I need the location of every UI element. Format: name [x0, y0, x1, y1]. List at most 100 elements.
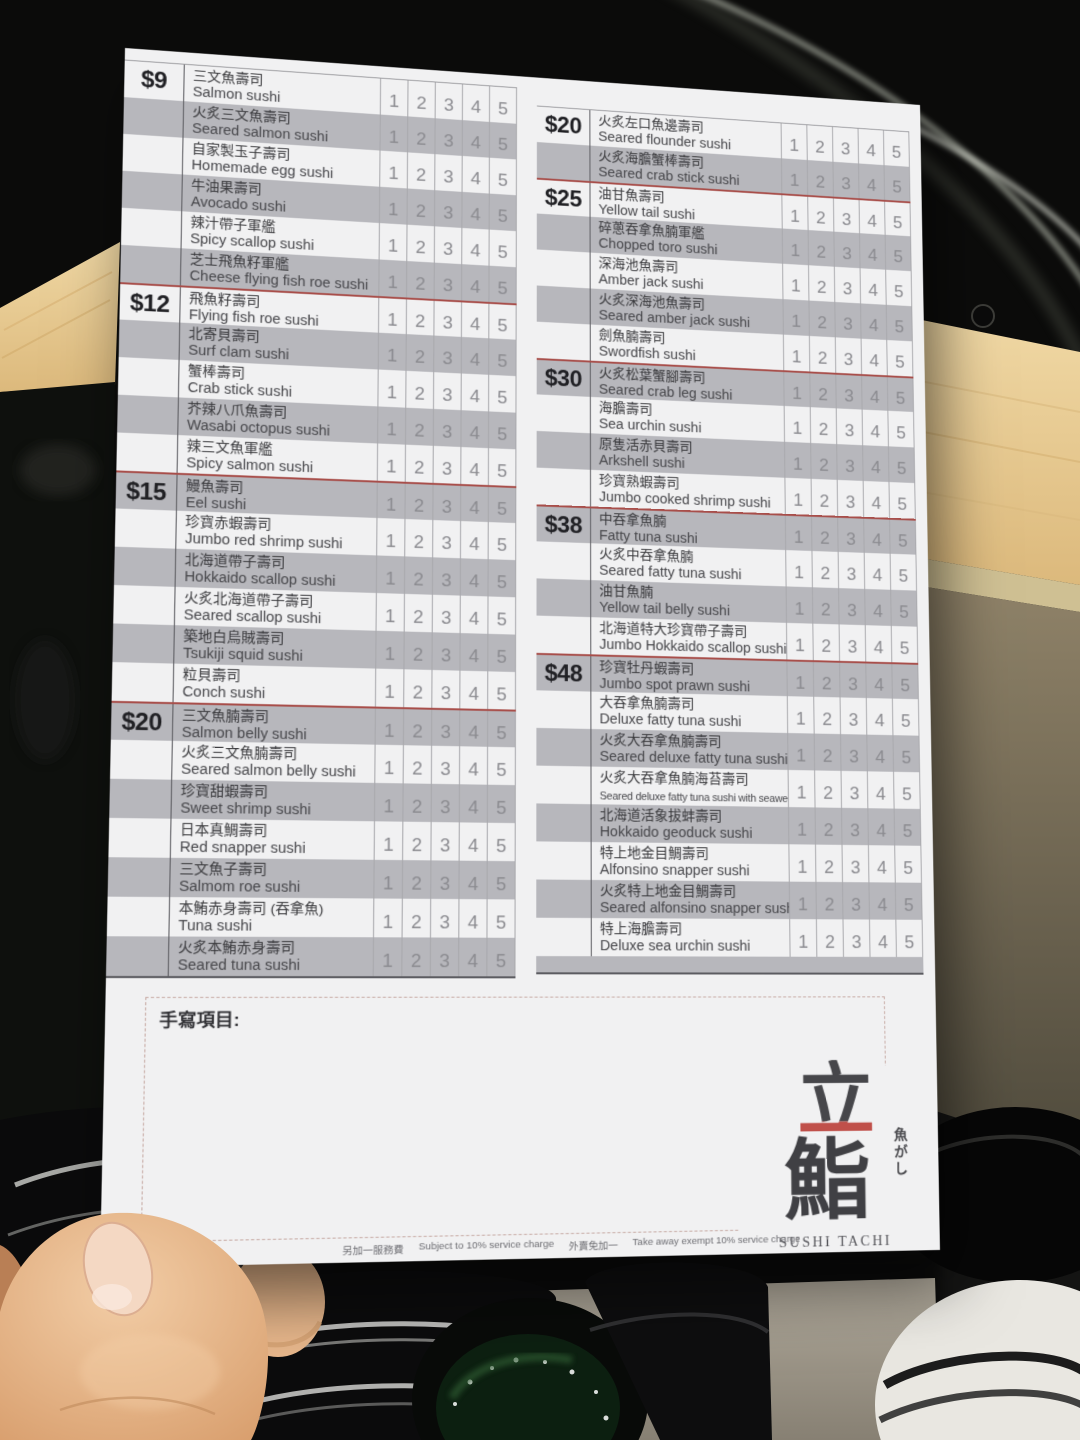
menu-item-row: 特上地金目鯛壽司 Alfonsino snapper sushi 1 2 3 4 5	[536, 841, 922, 883]
item-names: 珍寶熟蝦壽司 Jumbo cooked shrimp sushi	[589, 469, 785, 514]
price-label: $20	[544, 111, 582, 139]
quantity-option-4: 4	[460, 302, 489, 339]
quantity-option-3: 3	[840, 734, 867, 772]
item-name-chinese: 三文魚子壽司	[179, 860, 268, 878]
item-names: 本鮪赤身壽司 (吞拿魚) Tuna sushi	[168, 897, 374, 938]
quantity-option-5: 5	[487, 559, 516, 598]
item-names: 火炙三文魚腩壽司 Seared salmon belly sushi	[171, 740, 375, 783]
quantity-option-1: 1	[375, 630, 404, 670]
item-name-english: Seared deluxe fatty tuna sushi	[599, 747, 788, 768]
quantity-option-1: 1	[376, 517, 405, 557]
price-label: $12	[129, 289, 170, 318]
item-name-chinese: 本鮪赤身壽司 (吞拿魚)	[178, 900, 324, 917]
quantity-option-2: 2	[404, 444, 433, 483]
menu-item-row: 火炙大吞拿魚腩海苔壽司 Seared deluxe fatty tuna sush…	[536, 765, 921, 809]
glass-panel-left	[0, 382, 115, 1172]
item-name-english: Hokkaido geoduck sushi	[599, 823, 753, 841]
item-name-chinese: 火炙大吞拿魚腩海苔壽司	[599, 769, 749, 787]
price-label	[537, 142, 590, 181]
quantity-option-2: 2	[811, 516, 838, 552]
quantity-option-4: 4	[460, 446, 488, 486]
quantity-option-4: 4	[860, 338, 887, 376]
item-names: 火炙中吞拿魚腩 Seared fatty tuna sushi	[590, 543, 786, 587]
quantity-option-4: 4	[458, 899, 487, 938]
quantity-option-1: 1	[376, 443, 405, 482]
quantity-option-3: 3	[839, 662, 866, 699]
quantity-option-3: 3	[434, 82, 463, 121]
quantity-option-2: 2	[401, 898, 431, 938]
screw	[971, 304, 995, 328]
price-label	[537, 322, 590, 361]
quantity-option-3: 3	[839, 697, 867, 735]
price-label	[116, 432, 177, 472]
quantity-option-1: 1	[787, 769, 815, 808]
menu-item-row: 北海道活象拔蚌壽司 Hokkaido geoduck sushi 1 2 3 4 5	[536, 803, 922, 846]
quantity-option-2: 2	[406, 224, 435, 263]
quantity-option-4: 4	[460, 485, 488, 523]
quantity-option-3: 3	[432, 372, 461, 411]
quantity-option-1: 1	[783, 405, 811, 443]
quantity-option-2: 2	[810, 478, 838, 516]
quantity-option-4: 4	[459, 558, 488, 597]
quantity-option-1: 1	[372, 937, 402, 977]
quantity-option-3: 3	[835, 408, 863, 446]
item-names: 火炙北海道帶子壽司 Seared scallop sushi	[173, 586, 376, 631]
quantity-option-2: 2	[810, 442, 837, 480]
quantity-option-1: 1	[375, 555, 405, 594]
quantity-option-5: 5	[487, 486, 516, 524]
price-label	[108, 818, 170, 858]
item-name-english: Tuna sushi	[178, 916, 253, 934]
item-name-chinese: 北海道活象拔蚌壽司	[599, 807, 723, 824]
quantity-option-5: 5	[894, 845, 921, 883]
wood-counter-right	[908, 304, 1080, 1158]
quantity-option-3: 3	[842, 919, 870, 957]
price-label: $15	[126, 477, 167, 506]
price-label	[117, 395, 178, 435]
price-label: $20	[121, 708, 163, 736]
quantity-option-4: 4	[865, 663, 892, 699]
item-names: 大吞拿魚腩壽司 Deluxe fatty tuna sushi	[590, 691, 788, 734]
quantity-option-3: 3	[433, 262, 462, 301]
item-names: 油甘魚腩 Yellow tail belly sushi	[590, 580, 786, 623]
price-label	[115, 508, 176, 548]
quantity-option-4: 4	[862, 480, 890, 518]
item-name-english: Sweet shrimp sushi	[180, 799, 311, 818]
quantity-option-1: 1	[372, 898, 402, 938]
quantity-option-3: 3	[429, 937, 459, 977]
quantity-option-2: 2	[812, 662, 840, 698]
price-label	[536, 879, 590, 918]
quantity-option-4: 4	[858, 200, 885, 235]
quantity-option-5: 5	[890, 625, 918, 663]
quantity-option-1: 1	[374, 668, 404, 708]
quantity-option-2: 2	[403, 556, 433, 595]
quantity-option-3: 3	[431, 669, 460, 709]
item-names: 粒貝壽司 Conch sushi	[172, 663, 376, 707]
price-label	[120, 245, 180, 285]
quantity-option-3: 3	[833, 231, 860, 269]
quantity-option-1: 1	[782, 263, 809, 301]
item-name-chinese: 日本真鯛壽司	[179, 821, 268, 839]
quantity-option-5: 5	[486, 937, 515, 977]
quantity-option-2: 2	[813, 696, 841, 735]
menu-item-row: 火炙三文魚腩壽司 Seared salmon belly sushi 1 2 3 4 5	[110, 739, 516, 786]
quantity-option-1: 1	[783, 372, 810, 408]
price-label	[536, 803, 590, 842]
price-label	[536, 578, 590, 617]
item-name-chinese: 特上地金目鯛壽司	[599, 845, 709, 862]
price-label	[536, 918, 591, 957]
quantity-option-1: 1	[375, 593, 404, 632]
quantity-option-3: 3	[833, 266, 861, 304]
item-names: 火炙大吞拿魚腩海苔壽司 Seared deluxe fatty tuna sush…	[590, 766, 788, 808]
